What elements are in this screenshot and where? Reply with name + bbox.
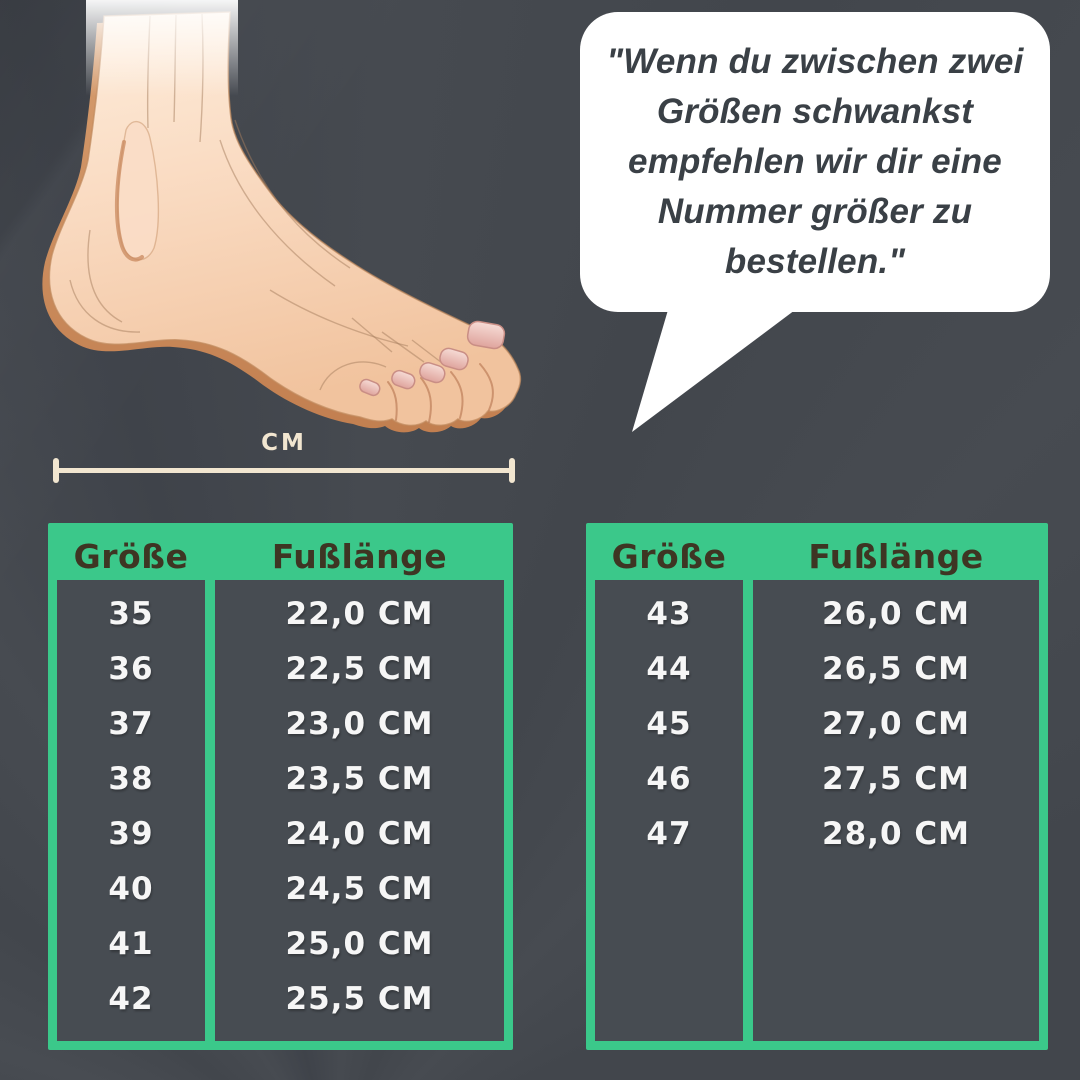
leg-cut-fade — [86, 0, 238, 96]
column-header-length: Fußlänge — [271, 536, 448, 576]
ankle-crease — [114, 140, 144, 262]
size-cell: 38 — [108, 760, 154, 797]
length-cell: 24,0 CM — [285, 815, 434, 852]
length-cell: 25,0 CM — [285, 925, 434, 962]
size-cell: 45 — [646, 705, 692, 742]
column-header-size: Größe — [611, 536, 727, 576]
bubble-line: "Wenn du zwischen zwei — [606, 41, 1024, 81]
measure-line — [53, 458, 515, 483]
table-header: Größe Fußlänge — [595, 532, 1039, 580]
length-cell: 27,5 CM — [822, 760, 970, 797]
size-table-43-47: Größe Fußlänge 43 44 45 46 47 26,0 CM 26… — [586, 523, 1048, 1050]
speech-bubble-text: "Wenn du zwischen zwei Größen schwankst … — [580, 12, 1050, 312]
table-body: 35 36 37 38 39 40 41 42 22,0 CM 22,5 CM … — [57, 580, 504, 1041]
length-cell: 22,5 CM — [285, 650, 434, 687]
length-cell: 22,0 CM — [285, 595, 434, 632]
speech-bubble-tail — [632, 310, 795, 432]
length-cell: 27,0 CM — [822, 705, 970, 742]
table-body: 43 44 45 46 47 26,0 CM 26,5 CM 27,0 CM 2… — [595, 580, 1039, 1041]
table-header: Größe Fußlänge — [57, 532, 504, 580]
foot-skin — [48, 11, 522, 427]
size-cell: 42 — [108, 980, 154, 1017]
length-cell: 26,0 CM — [822, 595, 970, 632]
length-cell: 24,5 CM — [285, 870, 434, 907]
size-column: 43 44 45 46 47 — [595, 580, 743, 1041]
size-cell: 36 — [108, 650, 154, 687]
bubble-line: bestellen." — [724, 242, 906, 282]
bubble-line: Nummer größer zu — [657, 192, 973, 232]
length-column: 26,0 CM 26,5 CM 27,0 CM 27,5 CM 28,0 CM — [753, 580, 1039, 1041]
length-cell: 26,5 CM — [822, 650, 970, 687]
length-cell: 25,5 CM — [285, 980, 434, 1017]
foot-illustration — [42, 0, 522, 433]
size-cell: 35 — [108, 595, 154, 632]
foot-sketch-lines — [69, 13, 447, 391]
size-cell: 39 — [108, 815, 154, 852]
size-cell: 41 — [108, 925, 154, 962]
measurement-scale: CM — [53, 430, 515, 483]
bubble-line: Größen schwankst — [656, 91, 974, 131]
size-cell: 44 — [646, 650, 692, 687]
size-cell: 46 — [646, 760, 692, 797]
size-table-35-42: Größe Fußlänge 35 36 37 38 39 40 41 42 2… — [48, 523, 513, 1050]
measure-unit-label: CM — [261, 430, 307, 456]
toenails — [359, 320, 506, 397]
size-cell: 47 — [646, 815, 692, 852]
bubble-line: empfehlen wir dir eine — [628, 141, 1002, 181]
toe-creases — [387, 363, 494, 423]
column-header-length: Fußlänge — [808, 536, 984, 576]
speech-bubble: "Wenn du zwischen zwei Größen schwankst … — [580, 12, 1050, 312]
size-cell: 43 — [646, 595, 692, 632]
length-cell: 28,0 CM — [822, 815, 970, 852]
length-cell: 23,5 CM — [285, 760, 434, 797]
size-cell: 40 — [108, 870, 154, 907]
column-header-size: Größe — [73, 536, 189, 576]
size-cell: 37 — [108, 705, 154, 742]
length-cell: 23,0 CM — [285, 705, 434, 742]
length-column: 22,0 CM 22,5 CM 23,0 CM 23,5 CM 24,0 CM … — [215, 580, 504, 1041]
size-column: 35 36 37 38 39 40 41 42 — [57, 580, 205, 1041]
